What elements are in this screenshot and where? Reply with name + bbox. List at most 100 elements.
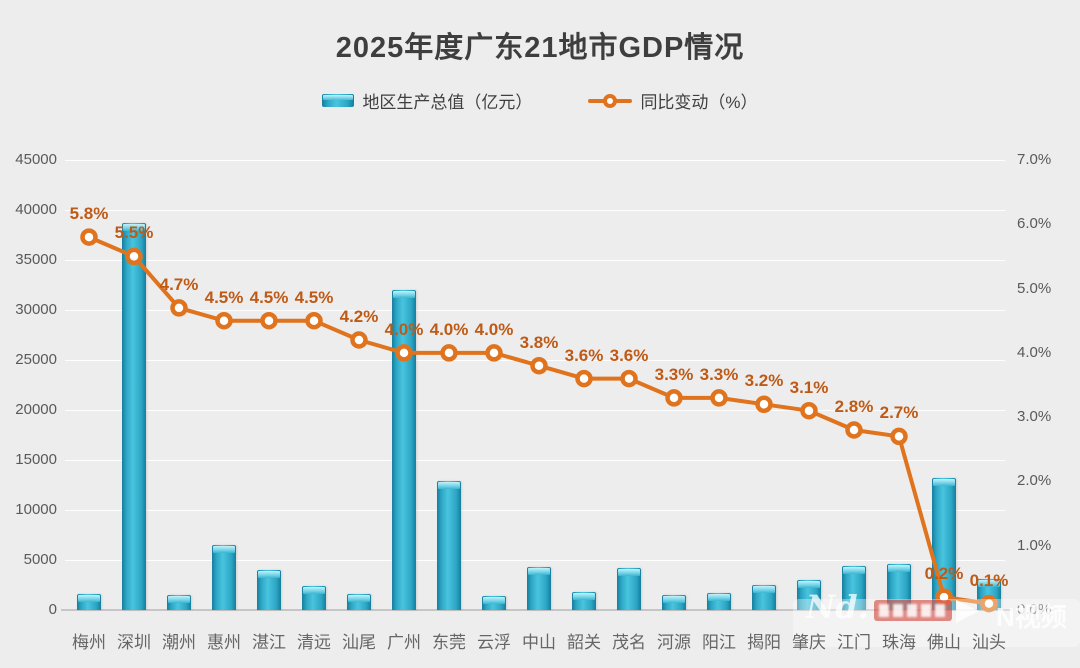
gridline (65, 259, 1005, 261)
x-axis-label-东莞: 东莞 (432, 633, 466, 652)
growth-point-东莞 (440, 344, 458, 362)
right-axis-tick: 7.0% (1017, 151, 1052, 168)
legend-item-gdp: 地区生产总值（亿元） (322, 88, 532, 113)
gdp-bar-广州 (392, 290, 416, 610)
left-axis-tick: 45000 (15, 151, 57, 168)
growth-label-河源: 3.3% (654, 364, 694, 384)
left-axis-tick: 35000 (15, 251, 57, 268)
gridline (65, 509, 1005, 511)
growth-label-湛江: 4.5% (249, 287, 289, 307)
growth-point-江门 (845, 421, 863, 439)
bar-series-swatch-icon (322, 94, 355, 107)
gdp-bar-清远 (302, 586, 326, 610)
x-axis-label-中山: 中山 (522, 633, 556, 652)
growth-label-中山: 3.8% (519, 332, 559, 352)
legend-growth-label: 同比变动（%） (640, 93, 758, 112)
x-axis-label-清远: 清远 (297, 633, 331, 652)
gridline (65, 559, 1005, 561)
growth-label-佛山: 0.2% (924, 564, 964, 584)
growth-point-韶关 (575, 369, 593, 388)
gdp-bar-揭阳 (752, 585, 776, 610)
growth-point-肇庆 (800, 401, 818, 420)
watermark-nd-logo: Nd. (806, 588, 869, 626)
growth-label-肇庆: 3.1% (789, 377, 829, 397)
growth-label-珠海: 2.7% (879, 403, 919, 423)
right-axis-tick: 6.0% (1017, 215, 1052, 233)
gdp-bar-惠州 (212, 545, 236, 610)
chart-legend: 地区生产总值（亿元） 同比变动（%） (0, 88, 1080, 113)
growth-point-阳江 (710, 389, 728, 407)
gridline (65, 459, 1005, 461)
gdp-bar-东莞 (437, 481, 461, 610)
growth-label-惠州: 4.5% (204, 287, 244, 307)
x-axis-label-揭阳: 揭阳 (747, 633, 781, 652)
line-series-marker-icon (588, 93, 633, 108)
left-axis-tick: 25000 (15, 351, 57, 368)
x-axis-label-广州: 广州 (387, 633, 421, 652)
right-axis-tick: 4.0% (1017, 343, 1052, 361)
growth-point-茂名 (620, 369, 638, 388)
watermark-brand-text: N视频 (996, 602, 1067, 632)
growth-line-chart (80, 228, 998, 613)
left-axis-tick: 5000 (23, 551, 57, 568)
growth-label-东莞: 4.0% (429, 319, 469, 339)
gdp-bar-云浮 (482, 596, 506, 610)
growth-label-广州: 4.0% (384, 319, 424, 339)
x-axis-label-惠州: 惠州 (207, 633, 241, 652)
x-axis-label-河源: 河源 (657, 633, 691, 652)
growth-point-湛江 (260, 311, 278, 330)
growth-point-河源 (665, 389, 683, 407)
gdp-bar-汕尾 (347, 594, 371, 610)
left-axis-tick: 15000 (15, 451, 57, 468)
growth-label-云浮: 4.0% (474, 319, 514, 339)
x-axis-label-湛江: 湛江 (252, 633, 286, 652)
growth-label-茂名: 3.6% (609, 345, 649, 365)
x-axis-label-潮州: 潮州 (162, 633, 196, 652)
growth-point-珠海 (890, 427, 908, 446)
right-axis-tick: 5.0% (1017, 279, 1052, 297)
growth-label-汕头: 0.1% (969, 570, 1009, 590)
growth-point-汕尾 (350, 331, 368, 349)
gdp-bar-河源 (662, 595, 686, 610)
growth-label-揭阳: 3.2% (744, 371, 784, 391)
growth-label-阳江: 3.3% (699, 364, 739, 384)
x-axis-label-珠海: 珠海 (882, 633, 916, 652)
growth-label-深圳: 5.5% (114, 223, 154, 243)
gridline (65, 409, 1005, 411)
growth-point-惠州 (215, 311, 233, 330)
left-axis-tick: 20000 (15, 401, 57, 418)
right-axis-tick: 3.0% (1017, 408, 1052, 426)
legend-gdp-label: 地区生产总值（亿元） (362, 93, 533, 112)
growth-point-汕头 (980, 594, 998, 613)
gdp-bar-阳江 (707, 593, 731, 610)
right-axis-tick: 2.0% (1017, 472, 1052, 490)
growth-point-深圳 (125, 247, 143, 266)
gridline (65, 209, 1005, 211)
x-axis-label-深圳: 深圳 (117, 633, 151, 652)
x-axis-label-韶关: 韶关 (567, 633, 601, 652)
growth-point-广州 (395, 344, 413, 362)
growth-label-清远: 4.5% (294, 287, 334, 307)
growth-label-汕尾: 4.2% (339, 307, 379, 326)
growth-point-云浮 (485, 344, 503, 362)
chart-title: 2025年度广东21地市GDP情况 (335, 32, 745, 64)
gridline (65, 309, 1005, 311)
gdp-bar-中山 (527, 567, 551, 610)
growth-label-江门: 2.8% (834, 397, 874, 416)
x-axis-line (61, 609, 1013, 611)
growth-point-梅州 (80, 228, 98, 246)
gdp-bar-江门 (842, 566, 866, 610)
legend-item-growth: 同比变动（%） (588, 88, 758, 113)
growth-point-潮州 (170, 299, 188, 317)
x-axis-label-肇庆: 肇庆 (792, 633, 826, 652)
gdp-bar-潮州 (167, 595, 191, 610)
left-axis-tick: 0 (48, 601, 57, 618)
x-axis-label-江门: 江门 (837, 633, 871, 652)
left-axis-tick: 40000 (15, 201, 57, 218)
gdp-bar-茂名 (617, 568, 641, 610)
x-axis-label-阳江: 阳江 (702, 633, 736, 652)
gdp-bar-梅州 (77, 594, 101, 610)
gdp-bar-湛江 (257, 570, 281, 610)
x-axis-label-佛山: 佛山 (927, 633, 961, 652)
